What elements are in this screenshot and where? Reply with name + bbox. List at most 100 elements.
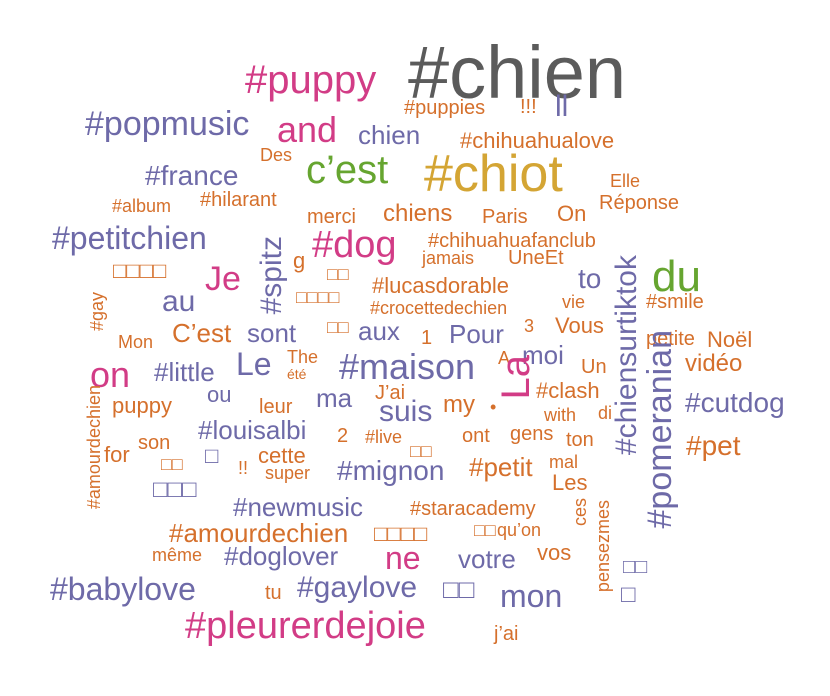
cloud-word: g	[293, 248, 306, 273]
cloud-word: #crocettedechien	[370, 298, 508, 318]
cloud-word: du	[652, 252, 701, 301]
cloud-word: mon	[500, 578, 563, 614]
cloud-word: votre	[458, 544, 516, 574]
cloud-word: #petit	[469, 452, 533, 482]
cloud-word: #babylove	[50, 571, 196, 607]
cloud-word: C’est	[172, 318, 232, 348]
cloud-word: #pomeranian	[641, 330, 679, 529]
cloud-word: Réponse	[599, 192, 680, 214]
cloud-word: même	[152, 545, 203, 565]
cloud-word: □□	[161, 454, 183, 474]
cloud-word: di	[598, 403, 613, 423]
cloud-word: J’ai	[375, 382, 406, 404]
cloud-word: jamais	[422, 248, 475, 268]
cloud-word: tu	[265, 582, 282, 604]
cloud-word: #maison	[339, 346, 476, 387]
cloud-word: Elle	[610, 171, 641, 191]
cloud-word: #doglover	[224, 541, 339, 571]
cloud-word: pensezmes	[593, 500, 613, 593]
cloud-word: □□	[327, 317, 349, 337]
cloud-word: #amourdechien	[169, 518, 349, 548]
cloud-word: mal	[549, 452, 579, 472]
cloud-word: □□	[410, 441, 432, 461]
cloud-word: □□	[327, 264, 349, 284]
cloud-word: gens	[510, 423, 554, 445]
cloud-word: □□	[443, 574, 475, 604]
cloud-word: ma	[316, 383, 353, 413]
cloud-word: On	[557, 201, 587, 226]
cloud-word: •	[490, 397, 497, 417]
cloud-word: #smile	[646, 291, 704, 313]
cloud-word: #pet	[686, 430, 741, 461]
cloud-word: for	[104, 442, 130, 467]
cloud-word: !!!	[520, 96, 537, 118]
cloud-word: □□□	[153, 476, 197, 503]
cloud-word: on	[90, 354, 131, 395]
cloud-word: #gay	[87, 292, 107, 332]
cloud-word: ll	[555, 90, 569, 123]
cloud-word: chiens	[383, 200, 453, 227]
cloud-word: □□	[474, 520, 496, 540]
cloud-word: sont	[247, 318, 297, 348]
cloud-word: merci	[307, 206, 356, 228]
cloud-word: puppy	[112, 393, 172, 418]
cloud-word: vidéo	[685, 350, 743, 377]
cloud-word: Les	[552, 470, 588, 495]
cloud-word: chien	[358, 120, 421, 150]
cloud-word: petite	[646, 328, 695, 350]
cloud-word: La	[494, 355, 538, 400]
cloud-word: #chihuahuafanclub	[428, 230, 596, 252]
cloud-word: qu’on	[497, 520, 542, 540]
cloud-word: ou	[207, 382, 232, 407]
cloud-word: ces	[570, 498, 590, 527]
cloud-word: #newmusic	[233, 492, 364, 522]
cloud-word: #spitz	[255, 236, 288, 315]
cloud-word: son	[138, 432, 171, 454]
cloud-word: #staracademy	[410, 498, 536, 520]
cloud-word: vie	[562, 292, 586, 312]
cloud-word: Vous	[555, 313, 604, 338]
cloud-word: Noël	[707, 327, 753, 352]
cloud-word: #gaylove	[297, 571, 418, 604]
cloud-word: to	[578, 263, 602, 294]
cloud-word: c’est	[306, 148, 389, 192]
cloud-word: ont	[462, 425, 490, 447]
cloud-word: and	[277, 109, 338, 150]
cloud-word: leur	[259, 396, 293, 418]
cloud-word: #little	[154, 357, 215, 387]
cloud-word: □□□□	[113, 258, 167, 283]
cloud-word: Des	[260, 145, 293, 165]
cloud-word: Un	[581, 356, 607, 378]
cloud-word: □□□□	[374, 521, 428, 546]
cloud-word: #pleurerdejoie	[185, 605, 426, 647]
cloud-word: cette	[258, 443, 306, 468]
cloud-word: #louisalbi	[198, 415, 307, 445]
cloud-word: Mon	[118, 332, 154, 352]
cloud-word: #chihuahualove	[460, 128, 615, 153]
cloud-word: Le	[236, 346, 272, 382]
cloud-word: été	[287, 366, 307, 382]
cloud-word: 3	[524, 316, 535, 336]
cloud-word: ne	[385, 540, 421, 576]
cloud-word: A	[498, 348, 511, 368]
cloud-word: Paris	[482, 206, 528, 228]
cloud-word: with	[544, 405, 577, 425]
cloud-word: #chiensurtiktok	[610, 255, 643, 456]
cloud-word: UneEt	[508, 247, 564, 269]
cloud-word: #chien	[408, 31, 627, 114]
cloud-word: The	[287, 347, 319, 367]
cloud-word: super	[265, 463, 311, 483]
cloud-word: □	[205, 443, 219, 468]
cloud-word: □□	[623, 556, 648, 578]
cloud-word: #clash	[536, 378, 600, 403]
cloud-word: #france	[145, 160, 239, 191]
cloud-word: moi	[522, 340, 564, 370]
cloud-word: Pour	[449, 319, 504, 349]
cloud-word: □□□□	[296, 287, 340, 307]
cloud-word: #popmusic	[85, 105, 250, 143]
cloud-word: !!	[238, 458, 249, 478]
cloud-word: vos	[537, 540, 572, 565]
cloud-word: Je	[205, 260, 241, 298]
cloud-word: au	[162, 285, 196, 318]
